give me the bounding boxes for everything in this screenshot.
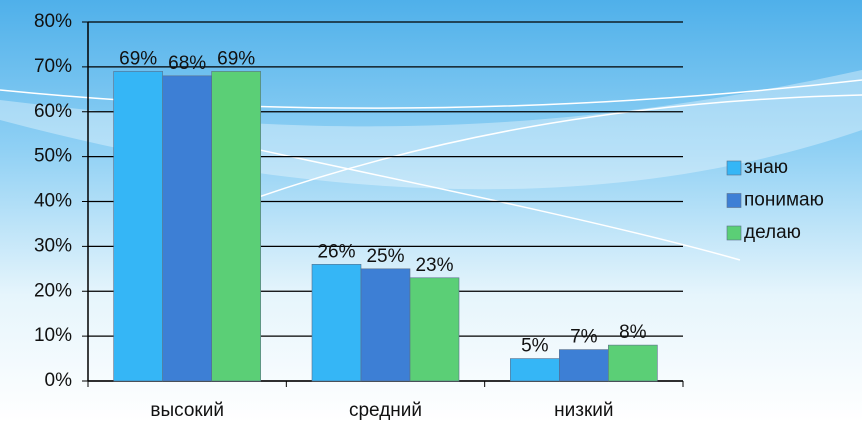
y-tick-label: 10% (34, 325, 72, 346)
legend-swatch (726, 225, 742, 241)
legend-swatch (726, 160, 742, 176)
x-tick-label: низкий (554, 400, 613, 421)
legend-label: понимаю (744, 190, 824, 211)
x-tick-label: средний (349, 400, 422, 421)
y-tick-label: 0% (45, 370, 73, 391)
legend-label: знаю (744, 157, 788, 178)
decor-curve (249, 94, 862, 201)
bar (510, 358, 560, 382)
bar (360, 268, 411, 382)
bar (559, 349, 609, 382)
y-tick-label: 70% (34, 56, 72, 77)
y-tick-label: 30% (34, 235, 72, 256)
bar (211, 71, 261, 382)
value-label: 26% (317, 241, 355, 262)
value-label: 23% (415, 255, 453, 276)
bar (409, 277, 460, 382)
y-tick-label: 50% (34, 146, 72, 167)
legend-label: делаю (744, 222, 801, 243)
value-label: 69% (119, 48, 157, 69)
bar (113, 71, 163, 382)
y-tick-label: 60% (34, 101, 72, 122)
legend-swatch (726, 193, 742, 208)
x-tick-label: высокий (150, 400, 224, 421)
y-tick-label: 20% (34, 280, 72, 301)
value-label: 68% (168, 53, 206, 74)
value-label: 5% (521, 336, 549, 357)
bar (162, 75, 212, 382)
value-label: 69% (217, 48, 255, 69)
bar (608, 344, 658, 382)
bar (311, 264, 362, 382)
value-label: 8% (619, 322, 647, 343)
value-label: 25% (366, 246, 404, 267)
value-label: 7% (570, 327, 598, 348)
y-tick-label: 80% (34, 11, 72, 32)
y-tick-label: 40% (34, 191, 72, 212)
